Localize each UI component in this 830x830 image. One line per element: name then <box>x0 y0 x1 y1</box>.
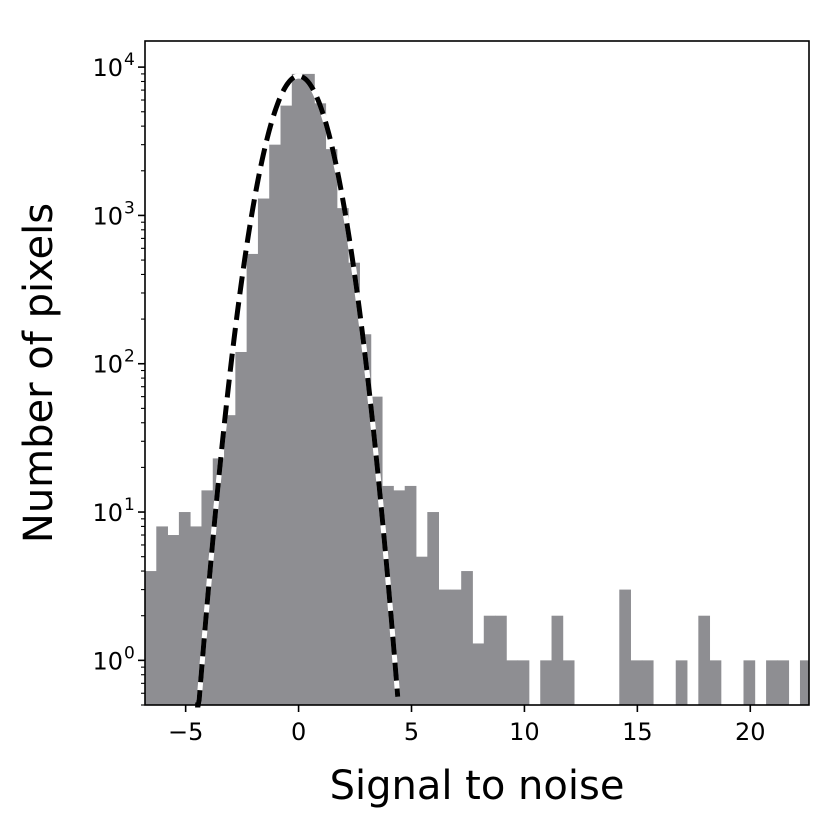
histogram-bar <box>325 149 338 706</box>
histogram-bar <box>562 660 575 705</box>
x-axis-label: Signal to noise <box>330 763 625 809</box>
histogram-bar <box>178 512 191 705</box>
histogram-bar <box>303 73 315 705</box>
y-tick-label: 10 <box>92 647 123 675</box>
histogram-bar <box>675 660 688 705</box>
histogram-bar <box>370 396 383 705</box>
histogram-bar <box>291 73 304 705</box>
histogram-bar <box>246 253 259 705</box>
histogram-bar <box>630 660 643 705</box>
histogram-bar <box>359 334 372 705</box>
histogram-bar <box>641 660 654 705</box>
histogram-bar <box>280 105 293 706</box>
histogram-bar <box>269 144 281 705</box>
y-tick-exponent: 2 <box>124 347 135 367</box>
histogram-bar <box>743 660 756 705</box>
histogram-bar <box>438 589 451 705</box>
fit-curve-line <box>195 73 401 708</box>
histogram-bar <box>145 571 157 705</box>
histogram-bar <box>517 660 530 705</box>
histogram-bar <box>540 660 552 705</box>
y-tick-label: 10 <box>92 351 123 379</box>
histogram-bar <box>709 660 722 705</box>
y-tick-label: 10 <box>92 499 123 527</box>
histogram-bar <box>777 660 790 705</box>
y-tick-exponent: 3 <box>124 198 135 218</box>
histogram-bar <box>336 208 349 705</box>
histogram-bar <box>235 351 248 705</box>
histogram-bar <box>393 490 406 705</box>
y-tick-label: 10 <box>92 202 123 230</box>
y-tick-label: 10 <box>92 54 123 82</box>
histogram-bar <box>416 556 428 705</box>
histogram-bar <box>257 198 270 705</box>
histogram-bar <box>190 526 202 705</box>
y-axis-label: Number of pixels <box>16 203 62 543</box>
x-tick-label: −5 <box>168 718 203 746</box>
histogram-bar <box>314 103 327 705</box>
histogram-bar <box>506 660 519 705</box>
histogram-bar <box>698 615 711 705</box>
histogram-bar <box>766 660 778 705</box>
x-tick-label: 0 <box>291 718 306 746</box>
y-tick-exponent: 0 <box>124 643 135 663</box>
gaussian-fit <box>195 73 401 708</box>
histogram-bar <box>799 660 810 705</box>
histogram-bar <box>348 262 360 705</box>
histogram-bar <box>156 526 168 705</box>
histogram-bar <box>167 535 180 705</box>
histogram-bars <box>145 73 810 706</box>
histogram-bar <box>483 615 496 705</box>
histogram-bar <box>404 485 417 705</box>
y-tick-exponent: 4 <box>124 50 135 70</box>
x-tick-label: 10 <box>509 718 540 746</box>
x-axis-ticks: −5 0 5 10 15 20 <box>168 705 766 746</box>
histogram-bar <box>551 615 564 705</box>
x-tick-label: 20 <box>735 718 766 746</box>
y-tick-exponent: 1 <box>124 495 135 515</box>
plot-frame <box>144 40 810 706</box>
histogram-bar <box>449 589 462 705</box>
histogram-bar <box>461 571 473 705</box>
histogram-bar <box>427 512 439 705</box>
histogram-bar <box>472 643 485 705</box>
histogram-bar <box>495 615 507 705</box>
histogram-bar <box>224 415 236 705</box>
x-tick-label: 5 <box>404 718 419 746</box>
histogram-bar <box>212 458 225 705</box>
x-tick-label: 15 <box>622 718 653 746</box>
histogram-bar <box>619 589 631 705</box>
